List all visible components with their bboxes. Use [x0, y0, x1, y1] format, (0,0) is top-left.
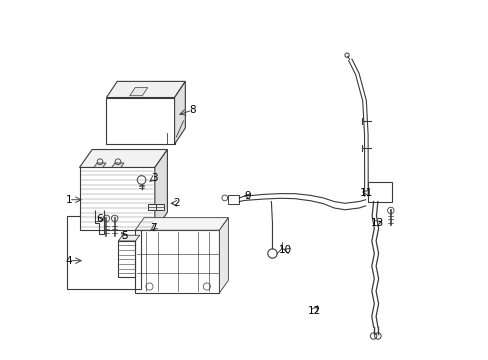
- Text: 11: 11: [359, 188, 372, 198]
- Text: 9: 9: [244, 191, 251, 201]
- Polygon shape: [155, 149, 167, 230]
- Polygon shape: [106, 81, 185, 98]
- Bar: [228, 195, 239, 204]
- Polygon shape: [80, 149, 167, 167]
- Polygon shape: [112, 163, 123, 167]
- Polygon shape: [94, 163, 106, 167]
- Polygon shape: [135, 218, 228, 230]
- Bar: [80, 167, 155, 230]
- Text: 6: 6: [96, 215, 102, 224]
- Text: 1: 1: [65, 195, 72, 205]
- Polygon shape: [129, 87, 147, 96]
- Bar: [156, 204, 164, 211]
- Bar: [67, 216, 140, 289]
- Text: 8: 8: [189, 105, 195, 115]
- Text: 5: 5: [121, 231, 127, 240]
- Text: 10: 10: [279, 245, 292, 255]
- Polygon shape: [174, 81, 185, 144]
- Text: 3: 3: [150, 173, 157, 183]
- Bar: [135, 230, 219, 293]
- Text: 4: 4: [65, 256, 72, 266]
- Text: 13: 13: [370, 218, 383, 228]
- Bar: [147, 204, 155, 211]
- Text: 12: 12: [307, 306, 321, 316]
- Polygon shape: [118, 235, 140, 241]
- Bar: [106, 98, 174, 144]
- Text: 2: 2: [173, 198, 179, 208]
- Bar: [118, 241, 135, 277]
- Bar: [367, 182, 391, 202]
- Polygon shape: [219, 218, 228, 293]
- Text: 7: 7: [149, 224, 156, 233]
